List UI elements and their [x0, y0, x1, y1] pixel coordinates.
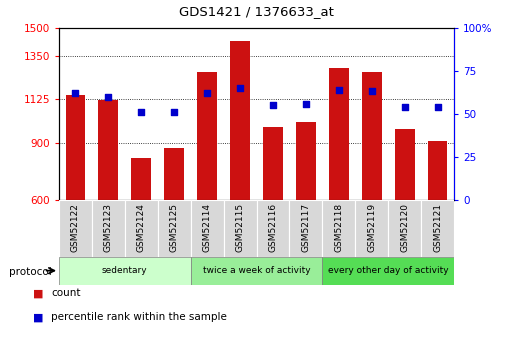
Bar	[256, 200, 289, 257]
Bar	[92, 200, 125, 257]
Point	[137, 109, 145, 115]
Bar	[296, 121, 315, 200]
Text: GSM52116: GSM52116	[268, 203, 278, 252]
Bar	[191, 257, 322, 285]
Bar	[191, 200, 224, 257]
Bar	[158, 200, 191, 257]
Point	[104, 94, 112, 99]
Bar	[197, 72, 217, 200]
Bar	[322, 257, 454, 285]
Text: twice a week of activity: twice a week of activity	[203, 266, 310, 275]
Bar	[66, 95, 85, 200]
Bar	[289, 200, 322, 257]
Bar	[421, 200, 454, 257]
Text: GSM52117: GSM52117	[301, 203, 310, 252]
Text: protocol: protocol	[9, 267, 52, 276]
Bar	[388, 200, 421, 257]
Text: GSM52115: GSM52115	[235, 203, 245, 252]
Point	[433, 104, 442, 110]
Point	[302, 101, 310, 106]
Text: GSM52125: GSM52125	[170, 203, 179, 252]
Point	[71, 90, 80, 96]
Bar	[98, 100, 118, 200]
Point	[368, 89, 376, 94]
Text: GDS1421 / 1376633_at: GDS1421 / 1376633_at	[179, 5, 334, 18]
Text: GSM52122: GSM52122	[71, 203, 80, 252]
Bar	[322, 200, 355, 257]
Text: every other day of activity: every other day of activity	[328, 266, 448, 275]
Bar	[164, 148, 184, 200]
Text: count: count	[51, 288, 81, 298]
Text: GSM52114: GSM52114	[203, 203, 212, 252]
Text: ■: ■	[33, 288, 44, 298]
Bar	[394, 129, 415, 200]
Point	[334, 87, 343, 92]
Point	[269, 102, 277, 108]
Text: GSM52124: GSM52124	[137, 203, 146, 252]
Text: GSM52120: GSM52120	[400, 203, 409, 252]
Text: GSM52123: GSM52123	[104, 203, 113, 252]
Text: percentile rank within the sample: percentile rank within the sample	[51, 313, 227, 322]
Bar	[230, 41, 250, 200]
Bar	[329, 68, 349, 200]
Bar	[362, 72, 382, 200]
Text: GSM52121: GSM52121	[433, 203, 442, 252]
Point	[170, 109, 179, 115]
Bar	[125, 200, 158, 257]
Text: sedentary: sedentary	[102, 266, 148, 275]
Bar	[59, 200, 92, 257]
Bar	[428, 141, 447, 200]
Bar	[224, 200, 256, 257]
Bar	[59, 257, 191, 285]
Text: GSM52118: GSM52118	[334, 203, 343, 252]
Text: ■: ■	[33, 313, 44, 322]
Bar	[131, 158, 151, 200]
Bar	[263, 127, 283, 200]
Point	[203, 90, 211, 96]
Text: GSM52119: GSM52119	[367, 203, 376, 252]
Point	[236, 85, 244, 91]
Point	[401, 104, 409, 110]
Bar	[355, 200, 388, 257]
